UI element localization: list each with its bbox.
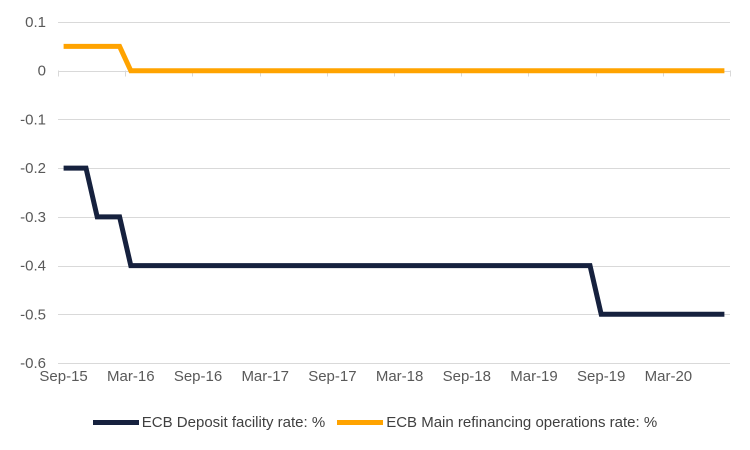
x-tick-label: Sep-16 bbox=[174, 368, 222, 385]
y-tick-label: -0.1 bbox=[20, 111, 46, 128]
legend-item-refinancing-rate: ECB Main refinancing operations rate: % bbox=[337, 414, 657, 431]
legend: ECB Deposit facility rate: % ECB Main re… bbox=[0, 398, 750, 446]
series-line-deposit-rate bbox=[63, 165, 725, 317]
y-tick-label: -0.5 bbox=[20, 306, 46, 323]
legend-item-deposit-rate: ECB Deposit facility rate: % bbox=[92, 413, 326, 431]
legend-label-refinancing-rate: ECB Main refinancing operations rate: % bbox=[386, 413, 658, 431]
x-tick-label: Sep-18 bbox=[443, 368, 491, 385]
series-line-refinancing-rate bbox=[63, 43, 725, 74]
x-tick-label: Sep-19 bbox=[577, 368, 625, 385]
y-tick-label: 0 bbox=[38, 63, 46, 80]
legend-label-deposit-rate: ECB Deposit facility rate: % bbox=[141, 413, 326, 431]
x-tick-label: Mar-20 bbox=[645, 368, 693, 385]
y-tick-label: -0.4 bbox=[20, 258, 46, 275]
x-tick-label: Mar-18 bbox=[376, 368, 424, 385]
x-tick-label: Mar-16 bbox=[107, 368, 155, 385]
y-tick-label: -0.3 bbox=[20, 209, 46, 226]
x-tick-label: Sep-17 bbox=[308, 368, 356, 385]
legend-line-deposit-rate-icon bbox=[92, 419, 139, 425]
x-tick-label: Mar-19 bbox=[510, 368, 558, 385]
x-tick-label: Sep-15 bbox=[39, 368, 87, 385]
y-tick-label: -0.6 bbox=[20, 355, 46, 372]
x-tick-label: Mar-17 bbox=[241, 368, 289, 385]
y-tick-label: 0.1 bbox=[25, 14, 46, 31]
y-tick-label: -0.2 bbox=[20, 160, 46, 177]
legend-line-refinancing-rate-icon bbox=[337, 419, 384, 425]
